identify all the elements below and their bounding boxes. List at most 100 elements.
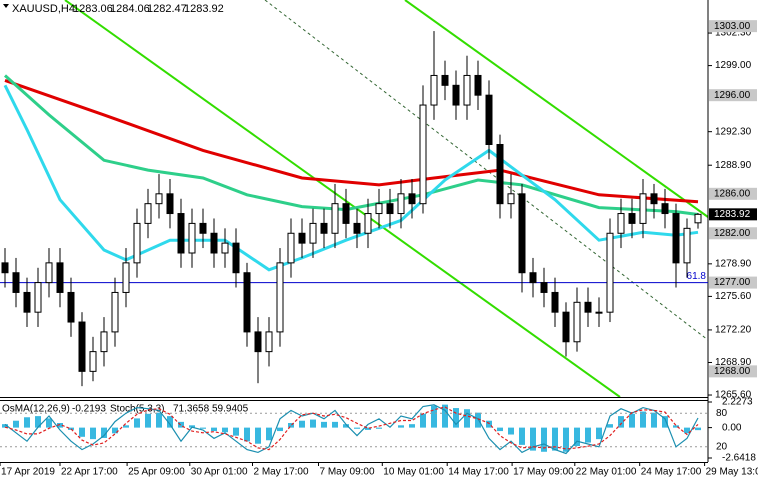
osma-bar (100, 427, 107, 438)
osma-bar (420, 413, 427, 428)
osma-name: OsMA(12,26,9) (2, 404, 70, 415)
candle-body (606, 232, 614, 313)
osma-bar (475, 412, 482, 428)
osma-bar (563, 427, 570, 452)
candle-body (639, 193, 647, 224)
menu-arrow[interactable] (3, 4, 9, 8)
time-label: 22 May 01:00 (576, 467, 637, 478)
time-label: 22 Apr 17:00 (61, 467, 118, 478)
osma-bar (23, 417, 30, 428)
osma-bar (12, 420, 19, 428)
candle-body (573, 301, 581, 343)
osma-bar (607, 424, 614, 428)
ohlc-high: 1284.06 (110, 3, 150, 15)
stoch-line (4, 406, 699, 451)
osma-bar (34, 416, 41, 428)
osma-bar (574, 427, 581, 447)
candle-body (507, 193, 515, 205)
candle-body (617, 213, 625, 234)
price-label: 1277.00 (714, 277, 751, 288)
osma-bar (431, 405, 438, 428)
osma-bar (111, 427, 118, 434)
stoch-line (4, 404, 699, 455)
candle-body (210, 232, 218, 254)
osma-bar (497, 427, 504, 432)
osma-bar (530, 427, 537, 451)
y-tick-label: 1302.30 (715, 28, 752, 39)
osma-bar (166, 416, 173, 428)
candle-body (144, 203, 152, 224)
candle-body (529, 272, 537, 284)
osma-bar (188, 425, 195, 428)
candle-body (56, 262, 64, 293)
price-label-box (709, 365, 757, 378)
y-tick-label: 1299.00 (715, 60, 752, 71)
osma-bar (155, 412, 162, 428)
candle-body (254, 331, 262, 353)
candle-body (166, 193, 174, 215)
candle-body (331, 203, 339, 234)
osma-tick-label: -2.6418 (722, 453, 756, 464)
stoch-tick-label: 80 (716, 408, 728, 419)
candle-body (133, 222, 141, 264)
candle-body (243, 272, 251, 333)
candle-body (78, 321, 86, 372)
candle-body (353, 222, 361, 234)
candle-body (661, 203, 669, 215)
candle-body (265, 331, 273, 353)
candle-body (551, 291, 559, 313)
moving-average (3, 84, 699, 272)
y-tick-label: 1275.60 (715, 291, 752, 302)
candle-body (463, 74, 471, 106)
time-label: 30 Apr 01:00 (191, 467, 248, 478)
osma-tick-label: 0.00 (722, 422, 742, 433)
candle-body (452, 84, 460, 106)
osma-bar (629, 413, 636, 428)
candle-body (694, 213, 702, 224)
osma-bar (519, 427, 526, 445)
osma-bar (321, 421, 328, 428)
candle-body (584, 301, 592, 313)
candle-body (199, 222, 207, 234)
candle-body (474, 74, 482, 96)
osma-bar (398, 425, 405, 428)
y-tick-label: 1292.30 (715, 126, 752, 137)
osma-bar (651, 412, 658, 428)
fib-label: 61.8 (687, 271, 707, 282)
candle-body (287, 232, 295, 264)
osma-bar (365, 427, 372, 430)
osma-bar (144, 413, 151, 428)
price-label-box (709, 187, 757, 200)
candle-body (397, 193, 405, 215)
candle-body (232, 242, 240, 274)
candle-body (485, 94, 493, 145)
candle-body (34, 282, 42, 313)
candle-body (111, 291, 119, 333)
channel-line (404, 0, 709, 218)
moving-average (4, 78, 699, 204)
time-label: 24 May 17:00 (641, 467, 702, 478)
osma-bar (288, 423, 295, 428)
candle-body (342, 203, 350, 224)
y-tick-label: 1272.20 (715, 325, 752, 336)
osma-bar (310, 419, 317, 428)
candle-body (45, 262, 53, 284)
candle-body (650, 193, 658, 205)
y-tick-label: 1268.90 (715, 357, 752, 368)
candle-body (89, 351, 97, 372)
osma-bar (122, 425, 129, 428)
osma-bar (508, 427, 515, 435)
candle-body (67, 291, 75, 323)
current-price-label: 1283.92 (714, 209, 751, 220)
time-label: 14 May 17:00 (448, 467, 509, 478)
osma-bar (684, 427, 691, 434)
osma-bar (662, 416, 669, 428)
time-label: 2 May 17:00 (254, 467, 309, 478)
candle-body (540, 282, 548, 293)
time-label: 10 May 01:00 (383, 467, 444, 478)
candle-body (122, 262, 130, 293)
time-label: 17 May 09:00 (513, 467, 574, 478)
candle-body (386, 203, 394, 215)
osma-bar (618, 416, 625, 428)
